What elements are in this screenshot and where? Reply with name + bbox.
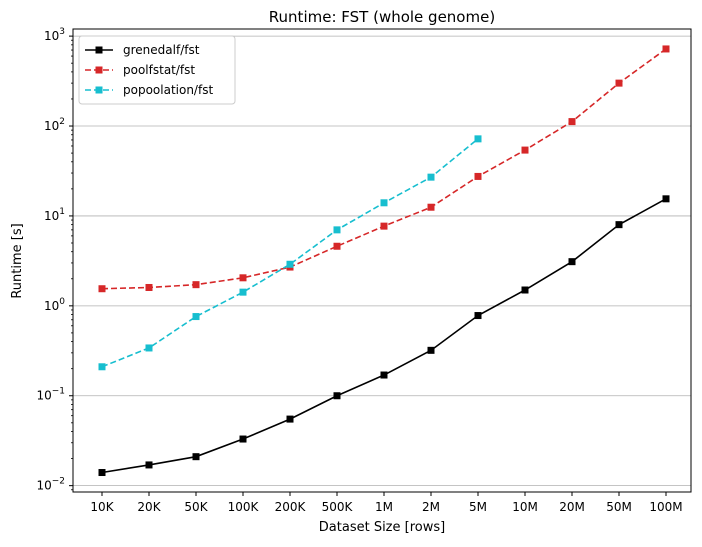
y-tick-label: 101 [44,207,65,223]
y-tick-label: 100 [44,297,65,313]
legend-label: poolfstat/fst [123,63,195,77]
data-point [333,242,341,250]
x-tick-label: 200K [275,500,307,514]
legend-label: grenedalf/fst [123,43,200,57]
x-tick-label: 100M [649,500,682,514]
data-point [145,283,153,291]
data-point [239,288,247,296]
data-point [615,221,623,229]
legend-marker [95,86,103,94]
y-axis: 10−2 10−1 100 101 102 103 [36,27,73,493]
data-point [333,392,341,400]
data-point [192,281,200,289]
data-point [98,363,106,371]
legend-item: popoolation/fst [85,83,213,97]
x-tick-label: 10M [512,500,538,514]
data-point [239,274,247,282]
data-point [474,312,482,320]
series-line [101,138,479,368]
data-point [427,203,435,211]
data-point [380,222,388,230]
x-tick-label: 2M [422,500,440,514]
data-point [380,199,388,207]
data-point [192,313,200,321]
series-popoolation-fst [98,135,482,371]
data-point [474,172,482,180]
data-point [239,435,247,443]
data-point [521,286,529,294]
legend-marker [95,46,103,54]
y-tick-label: 103 [44,27,65,43]
data-point [568,258,576,266]
data-point [615,79,623,87]
data-point [662,195,670,203]
data-point [333,226,341,234]
data-point [521,146,529,154]
x-tick-label: 50M [606,500,632,514]
series-grenedalf-fst [98,195,670,477]
x-axis: 10K 20K 50K 100K 200K 500K 1M 2M 5M 10M 20M 50M 100M [90,492,683,514]
legend-box [78,35,236,105]
legend: grenedalf/fst poolfstat/fst popoolation/fs… [78,35,236,105]
data-point [380,371,388,379]
x-tick-label: 20M [559,500,585,514]
legend-item: poolfstat/fst [85,63,195,77]
series-line [101,198,667,474]
x-tick-label: 5M [469,500,487,514]
x-tick-label: 50K [184,500,208,514]
legend-label: popoolation/fst [123,83,213,97]
data-point [145,461,153,469]
data-point [662,45,670,53]
data-point [98,285,106,293]
legend-item: grenedalf/fst [85,43,200,57]
plot-frame [72,28,692,493]
data-point [192,453,200,461]
x-tick-label: 20K [137,500,161,514]
data-point [474,135,482,143]
data-point [568,118,576,126]
data-point [286,260,294,268]
series-layer [98,45,670,477]
y-tick-label: 102 [44,117,65,133]
y-tick-label: 10−2 [36,477,65,493]
data-point [145,344,153,352]
x-tick-label: 100K [228,500,260,514]
data-point [427,346,435,354]
data-point [286,415,294,423]
legend-marker [95,66,103,74]
data-point [427,173,435,181]
y-axis-label: Runtime [s] [10,223,25,298]
x-tick-label: 500K [322,500,354,514]
x-axis-label: Dataset Size [rows] [319,520,445,535]
chart-title: Runtime: FST (whole genome) [269,8,495,26]
y-tick-label: 10−1 [36,387,65,403]
x-tick-label: 10K [90,500,114,514]
data-point [98,469,106,477]
x-tick-label: 1M [375,500,393,514]
